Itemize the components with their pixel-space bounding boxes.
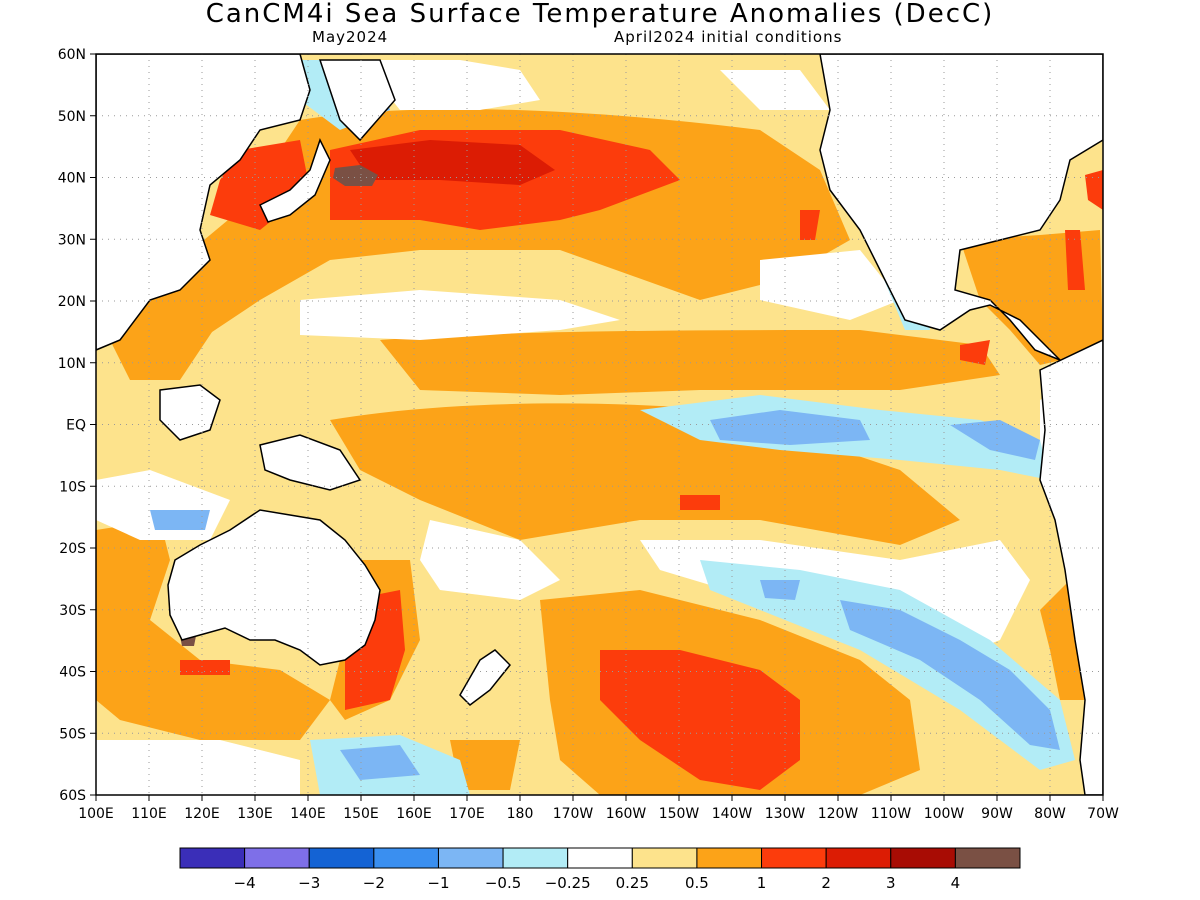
colorbar-label: −4 — [234, 874, 256, 892]
australia — [167, 509, 381, 666]
colorbar-swatch — [761, 847, 827, 869]
lon-tick-label: 110W — [871, 806, 912, 822]
colorbar-label: 1 — [757, 874, 767, 892]
colorbar: −4 −3 −2 −1 −0.5 −0.25 0.25 0.5 1 2 3 4 — [179, 847, 1021, 892]
lat-tick-label: 60S — [59, 788, 86, 804]
lon-tick-label: 140E — [290, 806, 326, 822]
lat-tick-label: 20N — [58, 294, 86, 310]
colorbar-swatch — [502, 847, 569, 869]
colorbar-label: −2 — [363, 874, 385, 892]
anomaly-field — [96, 54, 1103, 795]
lat-tick-label: 20S — [59, 541, 86, 557]
lat-tick-label: 30S — [59, 603, 86, 619]
map-title: CanCM4i Sea Surface Temperature Anomalie… — [205, 0, 995, 29]
lon-tick-label: 150W — [659, 806, 700, 822]
lat-tick-label: 50S — [59, 726, 86, 742]
lon-tick-label: 170E — [449, 806, 485, 822]
lon-tick-label: 120E — [184, 806, 220, 822]
kamchatka — [318, 59, 396, 142]
lon-tick-label: 120W — [818, 806, 859, 822]
japan — [259, 138, 331, 223]
lon-tick-label: 90W — [981, 806, 1013, 822]
colorbar-label: −0.5 — [485, 874, 521, 892]
lat-tick-label: 50N — [58, 109, 86, 125]
colorbar-swatch — [373, 847, 439, 869]
lon-tick-label: 130W — [765, 806, 806, 822]
lat-tick-label: 40S — [59, 665, 86, 681]
lat-tick-label: EQ — [66, 418, 86, 434]
colorbar-label: −3 — [298, 874, 320, 892]
colorbar-swatch — [567, 847, 633, 869]
lon-tick-label: 160E — [396, 806, 432, 822]
colorbar-label: 3 — [886, 874, 896, 892]
lon-tick-label: 180 — [507, 806, 534, 822]
colorbar-label: 2 — [821, 874, 831, 892]
lon-tick-label: 80W — [1034, 806, 1066, 822]
colorbar-swatch — [696, 847, 763, 869]
longitude-axis: 100E 110E 120E 130E 140E 150E 160E 170E 180 170W 1… — [78, 795, 1119, 822]
lon-tick-label: 70W — [1087, 806, 1119, 822]
lon-tick-label: 130E — [237, 806, 273, 822]
new-guinea — [259, 434, 362, 491]
borneo — [159, 384, 221, 441]
colorbar-swatch — [437, 847, 504, 869]
colorbar-label: −1 — [427, 874, 449, 892]
lon-tick-label: 140W — [712, 806, 753, 822]
colorbar-swatch — [179, 847, 246, 869]
colorbar-label: 4 — [951, 874, 961, 892]
colorbar-swatch — [825, 847, 892, 869]
lon-tick-label: 160W — [606, 806, 647, 822]
latitude-axis: 60N 50N 40N 30N 20N 10N EQ 10S 20S 30S 40S 50S 60S — [58, 47, 96, 804]
lat-tick-label: 10N — [58, 356, 86, 372]
lat-tick-label: 40N — [58, 171, 86, 187]
lat-tick-label: 10S — [59, 479, 86, 495]
colorbar-swatch — [308, 847, 375, 869]
lat-tick-label: 60N — [58, 47, 86, 63]
colorbar-label: 0.5 — [685, 874, 709, 892]
lon-tick-label: 100W — [924, 806, 965, 822]
lon-tick-label: 110E — [131, 806, 167, 822]
valid-month-label: May2024 — [312, 28, 389, 46]
colorbar-swatch — [631, 847, 698, 869]
lat-tick-label: 30N — [58, 232, 86, 248]
colorbar-swatch — [954, 847, 1021, 869]
init-conditions-label: April2024 initial conditions — [614, 28, 843, 46]
colorbar-label: 0.25 — [616, 874, 649, 892]
colorbar-label: −0.25 — [545, 874, 591, 892]
lon-tick-label: 170W — [553, 806, 594, 822]
colorbar-swatch — [890, 847, 956, 869]
colorbar-swatch — [244, 847, 310, 869]
lon-tick-label: 150E — [343, 806, 379, 822]
anomaly-band-2-3 — [350, 140, 555, 185]
lon-tick-label: 100E — [78, 806, 114, 822]
south-america — [1039, 339, 1103, 795]
new-zealand — [459, 649, 512, 706]
